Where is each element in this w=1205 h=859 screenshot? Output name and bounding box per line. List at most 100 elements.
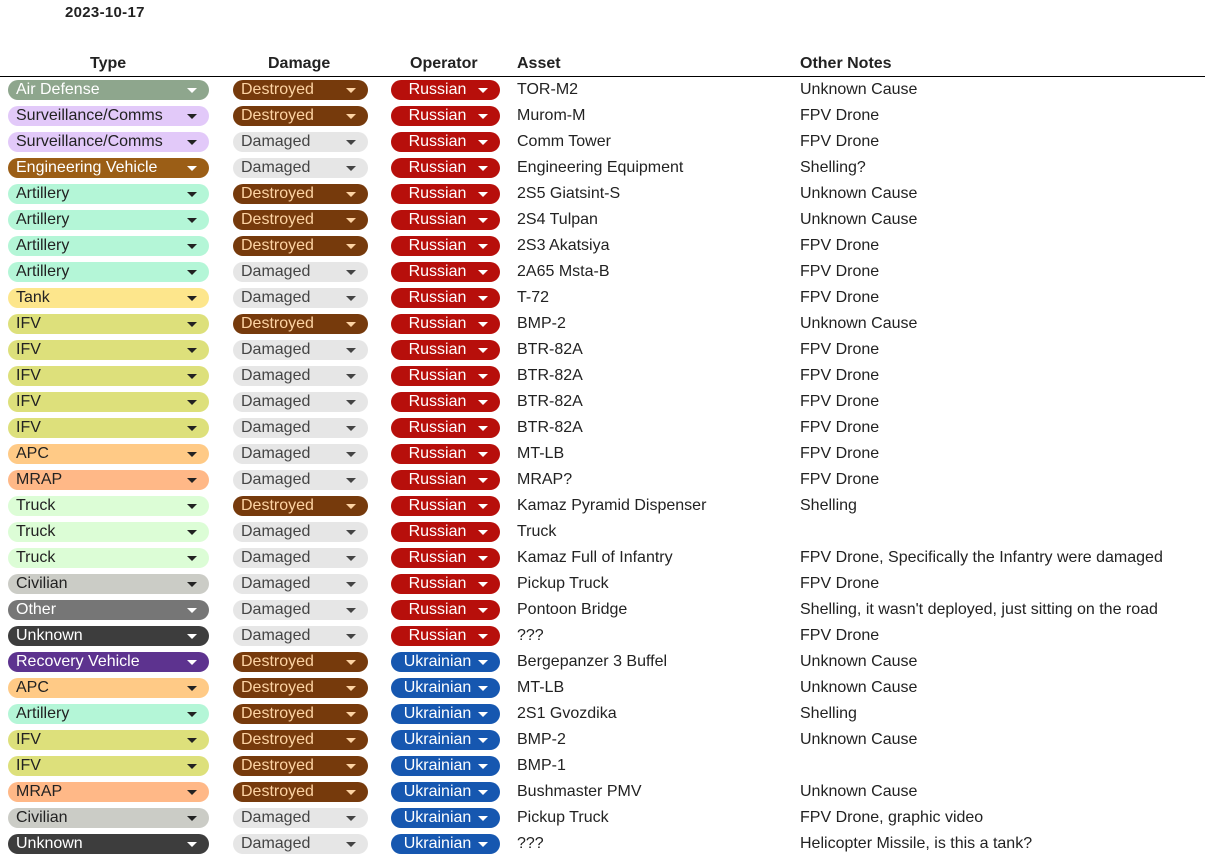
operator-dropdown[interactable]: Russian [391,496,500,516]
operator-dropdown[interactable]: Ukrainian [391,678,500,698]
damage-dropdown[interactable]: Destroyed [233,80,368,100]
type-dropdown[interactable]: Truck [8,522,209,542]
type-dropdown[interactable]: Surveillance/Comms [8,132,209,152]
operator-dropdown[interactable]: Russian [391,288,500,308]
damage-dropdown[interactable]: Damaged [233,834,368,854]
type-dropdown[interactable]: Truck [8,548,209,568]
damage-dropdown[interactable]: Destroyed [233,496,368,516]
damage-dropdown[interactable]: Damaged [233,262,368,282]
damage-dropdown[interactable]: Destroyed [233,106,368,126]
operator-dropdown[interactable]: Russian [391,80,500,100]
operator-dropdown[interactable]: Ukrainian [391,808,500,828]
operator-dropdown[interactable]: Russian [391,470,500,490]
damage-dropdown[interactable]: Destroyed [233,652,368,672]
table-row: Artillery Destroyed Russian 2S4 Tulpan Unkno… [0,207,1205,233]
type-dropdown[interactable]: Artillery [8,704,209,724]
damage-dropdown[interactable]: Damaged [233,444,368,464]
damage-dropdown[interactable]: Damaged [233,418,368,438]
dropdown-arrow-icon [346,504,356,509]
operator-dropdown[interactable]: Ukrainian [391,652,500,672]
damage-dropdown[interactable]: Damaged [233,470,368,490]
damage-dropdown[interactable]: Destroyed [233,782,368,802]
dropdown-arrow-icon [478,114,488,119]
operator-dropdown[interactable]: Russian [391,600,500,620]
type-dropdown[interactable]: APC [8,678,209,698]
dropdown-arrow-icon [478,738,488,743]
damage-dropdown[interactable]: Destroyed [233,704,368,724]
damage-dropdown[interactable]: Damaged [233,392,368,412]
table-row: Surveillance/Comms Destroyed Russian Murom-… [0,103,1205,129]
damage-dropdown[interactable]: Damaged [233,522,368,542]
damage-dropdown[interactable]: Damaged [233,626,368,646]
damage-dropdown[interactable]: Destroyed [233,184,368,204]
operator-dropdown[interactable]: Russian [391,340,500,360]
damage-dropdown[interactable]: Damaged [233,132,368,152]
operator-dropdown[interactable]: Ukrainian [391,730,500,750]
damage-dropdown[interactable]: Destroyed [233,210,368,230]
operator-dropdown[interactable]: Russian [391,314,500,334]
operator-dropdown[interactable]: Russian [391,444,500,464]
type-dropdown[interactable]: Unknown [8,626,209,646]
operator-dropdown[interactable]: Russian [391,262,500,282]
damage-dropdown[interactable]: Damaged [233,340,368,360]
damage-dropdown[interactable]: Damaged [233,600,368,620]
operator-dropdown[interactable]: Russian [391,236,500,256]
damage-dropdown[interactable]: Destroyed [233,678,368,698]
type-dropdown[interactable]: MRAP [8,782,209,802]
operator-dropdown[interactable]: Russian [391,106,500,126]
damage-dropdown[interactable]: Damaged [233,158,368,178]
damage-dropdown[interactable]: Destroyed [233,756,368,776]
operator-dropdown[interactable]: Russian [391,184,500,204]
type-dropdown[interactable]: IFV [8,756,209,776]
damage-dropdown[interactable]: Destroyed [233,730,368,750]
type-dropdown[interactable]: Civilian [8,574,209,594]
operator-dropdown[interactable]: Russian [391,210,500,230]
damage-dropdown[interactable]: Damaged [233,288,368,308]
damage-dropdown[interactable]: Destroyed [233,236,368,256]
damage-dropdown[interactable]: Destroyed [233,314,368,334]
operator-dropdown[interactable]: Russian [391,366,500,386]
operator-dropdown[interactable]: Russian [391,574,500,594]
type-dropdown[interactable]: APC [8,444,209,464]
operator-dropdown[interactable]: Russian [391,418,500,438]
dropdown-arrow-icon [346,452,356,457]
operator-dropdown[interactable]: Russian [391,522,500,542]
type-dropdown[interactable]: Tank [8,288,209,308]
operator-dropdown[interactable]: Ukrainian [391,834,500,854]
type-dropdown[interactable]: Artillery [8,262,209,282]
type-dropdown[interactable]: MRAP [8,470,209,490]
damage-dropdown[interactable]: Damaged [233,548,368,568]
damage-dropdown[interactable]: Damaged [233,574,368,594]
operator-dropdown[interactable]: Ukrainian [391,756,500,776]
type-dropdown[interactable]: IFV [8,418,209,438]
dropdown-arrow-icon [346,400,356,405]
operator-dropdown[interactable]: Russian [391,392,500,412]
type-dropdown[interactable]: Civilian [8,808,209,828]
type-dropdown[interactable]: Truck [8,496,209,516]
type-dropdown[interactable]: IFV [8,730,209,750]
type-dropdown[interactable]: IFV [8,392,209,412]
operator-dropdown[interactable]: Ukrainian [391,782,500,802]
damage-dropdown-label: Destroyed [241,497,314,514]
type-dropdown[interactable]: Engineering Vehicle [8,158,209,178]
operator-dropdown[interactable]: Russian [391,132,500,152]
type-dropdown[interactable]: Artillery [8,210,209,230]
damage-dropdown[interactable]: Damaged [233,366,368,386]
operator-dropdown[interactable]: Russian [391,626,500,646]
type-dropdown[interactable]: Recovery Vehicle [8,652,209,672]
type-dropdown[interactable]: IFV [8,340,209,360]
operator-dropdown[interactable]: Russian [391,548,500,568]
type-dropdown[interactable]: Artillery [8,236,209,256]
damage-dropdown[interactable]: Damaged [233,808,368,828]
type-dropdown[interactable]: Other [8,600,209,620]
operator-dropdown-label: Russian [408,341,467,358]
type-dropdown[interactable]: Air Defense [8,80,209,100]
type-dropdown[interactable]: IFV [8,314,209,334]
type-dropdown[interactable]: Artillery [8,184,209,204]
type-dropdown[interactable]: Unknown [8,834,209,854]
operator-dropdown[interactable]: Russian [391,158,500,178]
operator-dropdown[interactable]: Ukrainian [391,704,500,724]
dropdown-arrow-icon [187,738,197,743]
type-dropdown[interactable]: Surveillance/Comms [8,106,209,126]
type-dropdown[interactable]: IFV [8,366,209,386]
